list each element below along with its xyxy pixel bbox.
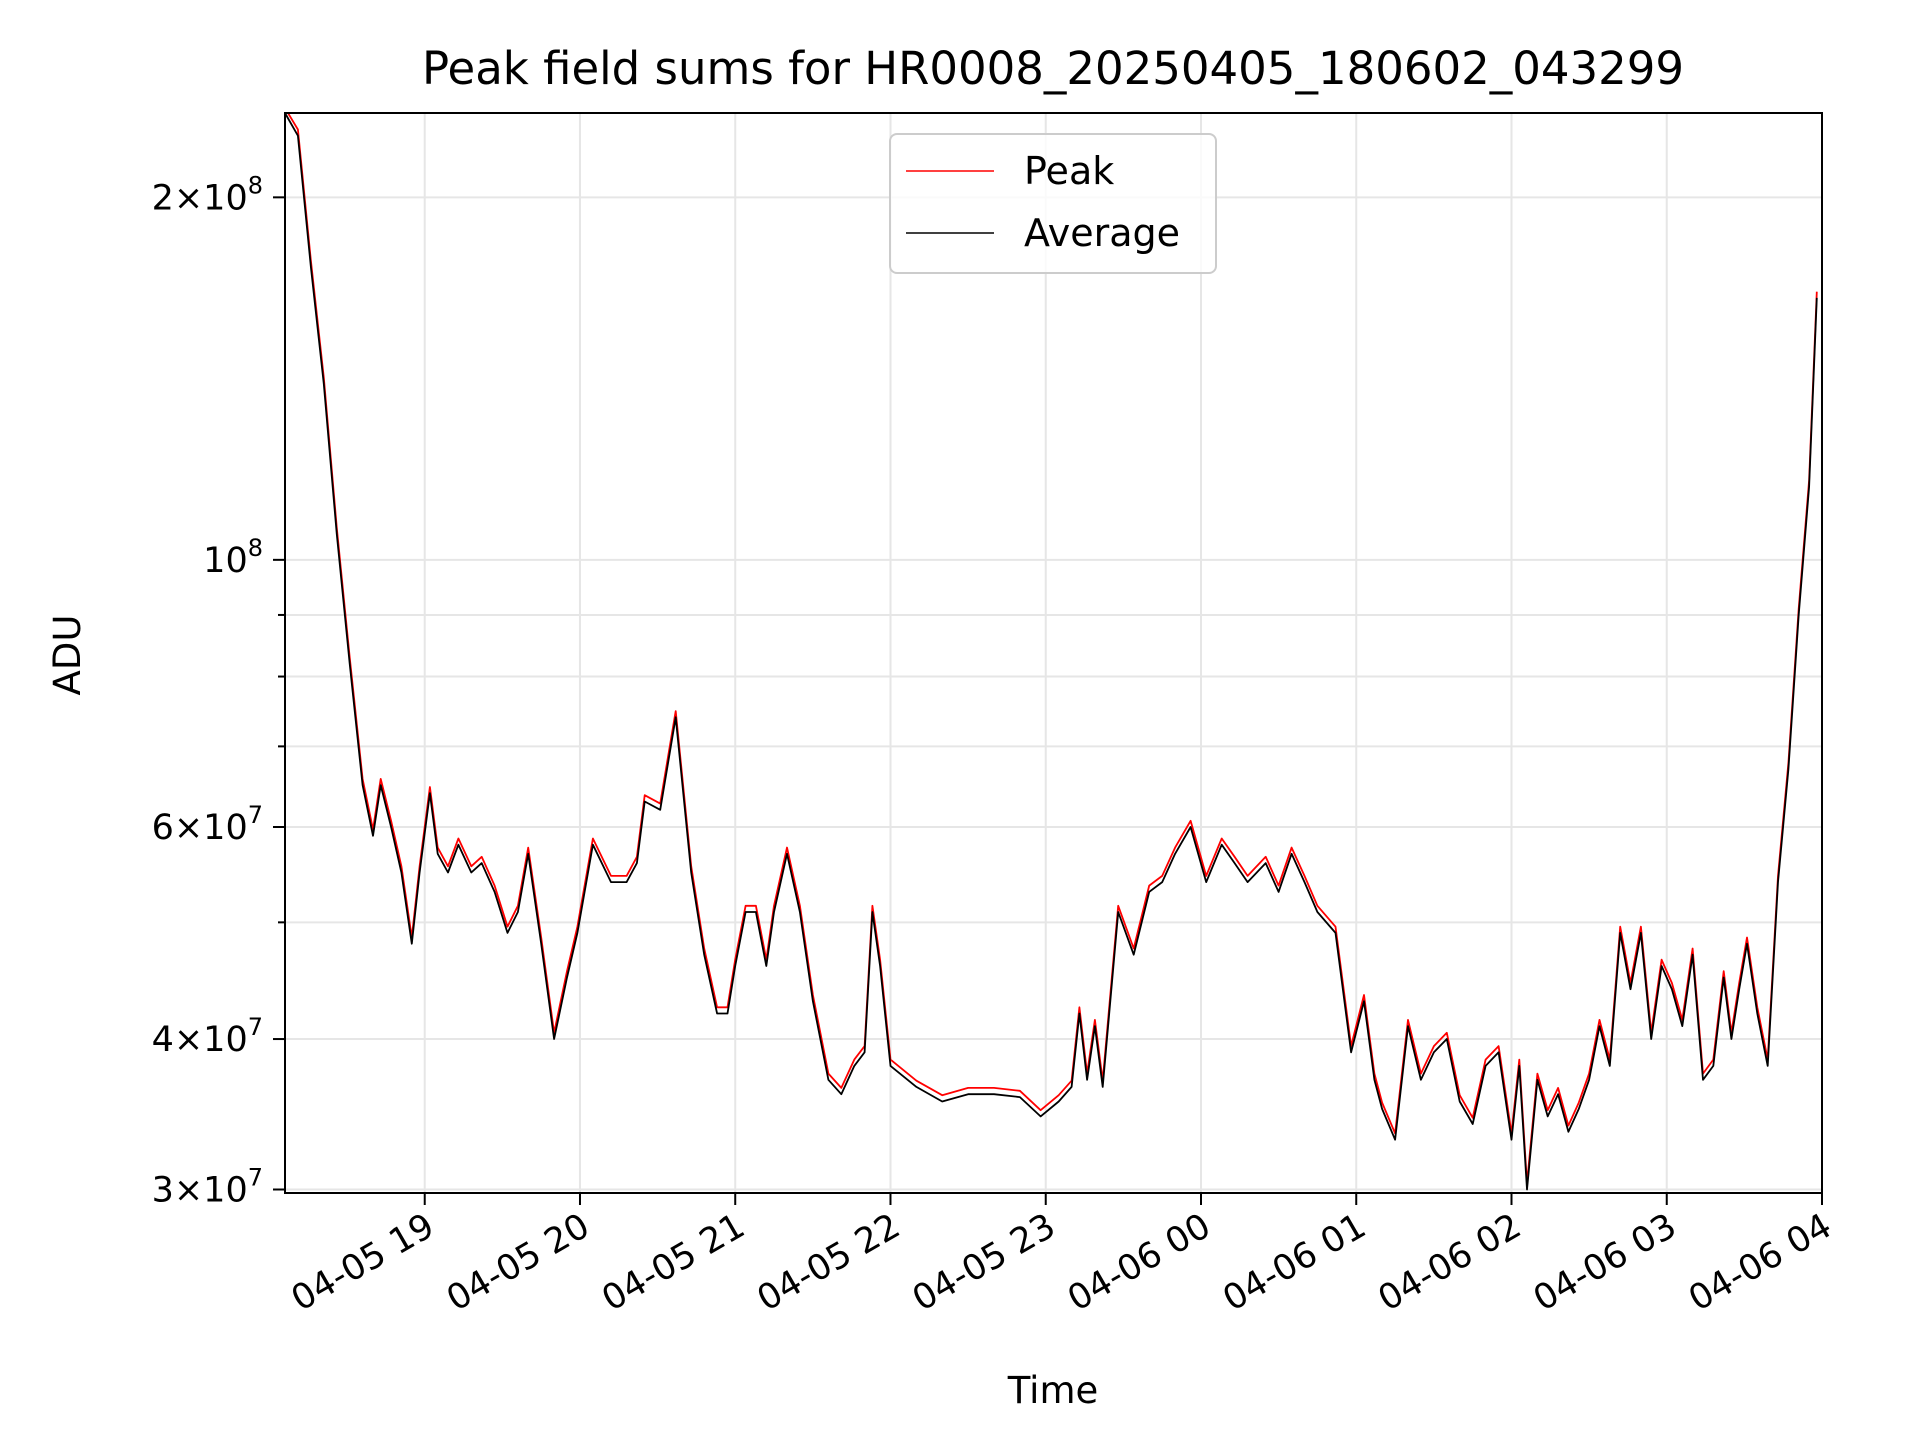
y-tick-label: 108 <box>203 534 263 581</box>
plot-frame <box>284 112 1823 1194</box>
series-lines <box>285 113 1818 1191</box>
series-line-average <box>285 113 1818 1191</box>
legend-average-label: Average <box>1024 211 1180 255</box>
y-tick-label: 2×108 <box>152 171 263 218</box>
legend-box <box>889 133 1217 274</box>
y-tick-label: 6×107 <box>152 801 263 848</box>
legend: Peak Average <box>889 133 1217 274</box>
y-axis-label: ADU <box>46 615 89 696</box>
y-tick-label: 3×107 <box>152 1164 263 1211</box>
y-axis-ticks: 3×107 4×107 6×107 108 2×108 <box>152 171 285 1211</box>
legend-peak-label: Peak <box>1024 149 1114 193</box>
chart-title: Peak field sums for HR0008_20250405_1806… <box>422 42 1684 95</box>
y-tick-label: 4×107 <box>152 1013 263 1060</box>
x-axis-label: Time <box>1007 1369 1099 1412</box>
